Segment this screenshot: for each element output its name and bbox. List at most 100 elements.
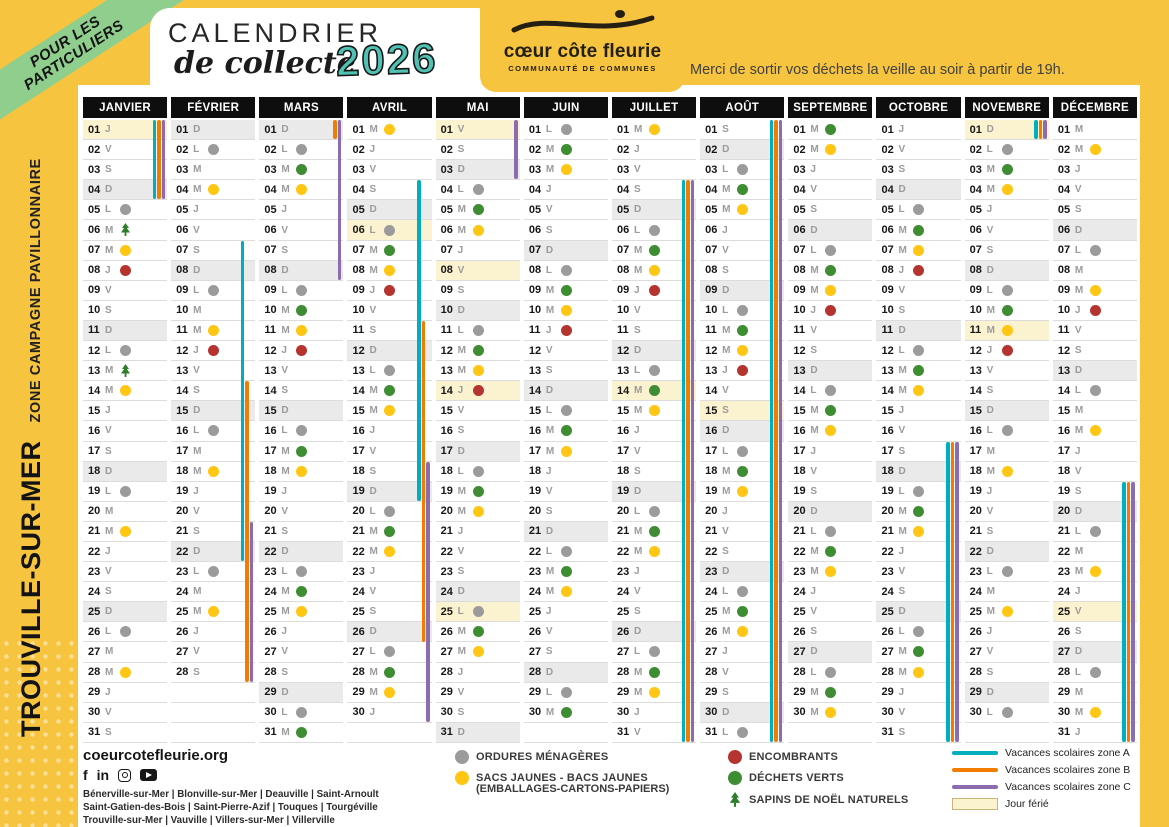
weekday-letter: V [105, 706, 112, 718]
weekday-letter: D [810, 646, 818, 658]
day-row: 24 J [1052, 582, 1137, 603]
linkedin-icon[interactable]: in [96, 767, 110, 783]
weekday-letter: V [986, 505, 994, 517]
day-number: 20 [528, 505, 542, 518]
day-number: 19 [881, 485, 894, 498]
day-row: 11 M [171, 321, 256, 342]
weekday-letter: L [722, 304, 729, 316]
day-number: 25 [88, 605, 101, 618]
facebook-icon[interactable]: f [83, 767, 88, 783]
website-link[interactable]: coeurcotefleurie.org [83, 747, 229, 764]
sacs-jaunes-dot [1001, 606, 1013, 618]
sacs-jaunes-dot [208, 184, 220, 196]
day-row: 01 J [876, 120, 961, 141]
weekday-letter: M [193, 324, 202, 336]
day-number: 17 [440, 445, 453, 458]
sacs-jaunes-dot [120, 385, 131, 397]
day-row: 23 S [435, 562, 520, 583]
day-row: 22 M [611, 542, 697, 563]
day-row: 04 M [700, 180, 785, 201]
weekday-letter: D [457, 164, 465, 176]
weekday-letter: L [1074, 244, 1081, 256]
day-row: 06 S [523, 220, 608, 241]
day-row: 20 L [611, 502, 697, 522]
day-number: 06 [264, 224, 277, 237]
weekday-letter: J [1074, 304, 1081, 316]
day-row: 25 D [83, 602, 168, 623]
instagram-icon[interactable] [118, 768, 132, 782]
day-row [171, 703, 256, 723]
day-row: 15 S [700, 401, 785, 422]
ordures-menageres-dot [1089, 244, 1101, 256]
weekday-letter: D [281, 686, 289, 698]
day-number: 12 [88, 344, 101, 357]
weekday-letter: V [898, 284, 906, 296]
day-row: 08 J [876, 261, 961, 281]
day-number: 23 [881, 565, 894, 578]
day-number: 18 [176, 465, 189, 478]
weekday-letter: M [193, 304, 202, 316]
ordures-menageres-dot [1001, 284, 1013, 296]
day-row: 11 S [611, 321, 697, 342]
day-number: 28 [881, 666, 894, 679]
day-number: 06 [881, 224, 894, 237]
day-row: 04 M [259, 180, 344, 201]
weekday-letter: V [193, 505, 200, 517]
day-row: 30 V [876, 703, 961, 723]
day-row: 01 D [259, 120, 344, 141]
weekday-letter: M [1074, 124, 1084, 136]
month-header: JANVIER [83, 97, 168, 118]
day-number: 30 [969, 706, 982, 719]
weekday-letter: J [457, 244, 464, 256]
dechets-verts-dot [472, 626, 484, 638]
day-number: 08 [440, 264, 453, 277]
encombrants-dot [384, 284, 396, 296]
day-row: 29 D [964, 682, 1049, 703]
day-row: 02 L [964, 140, 1049, 161]
day-number: 03 [528, 163, 542, 176]
day-row: 03 M [964, 160, 1049, 181]
day-number: 25 [440, 605, 453, 618]
day-number: 21 [881, 525, 894, 538]
weekday-letter: S [633, 184, 641, 196]
day-number: 09 [881, 284, 894, 297]
day-row: 16 M [523, 421, 608, 442]
weekday-letter: V [898, 566, 906, 578]
sacs-jaunes-dot [472, 224, 484, 236]
weekday-letter: S [810, 485, 817, 497]
month-header: JUIN [523, 97, 608, 118]
day-row: 13 L [347, 361, 432, 382]
day-row: 15 M [611, 401, 697, 422]
day-row: 17 S [876, 442, 961, 462]
youtube-icon[interactable] [140, 769, 158, 781]
social-links: f in [83, 767, 158, 783]
weekday-letter: J [898, 264, 905, 276]
weekday-letter: M [281, 164, 290, 176]
weekday-letter: M [193, 465, 202, 477]
day-row: 16 V [83, 421, 168, 442]
weekday-letter: V [369, 304, 377, 316]
weekday-letter: S [281, 525, 288, 537]
day-number: 13 [881, 364, 894, 377]
ordures-menageres-dot [296, 425, 308, 437]
day-row: 16 D [700, 421, 785, 442]
weekday-letter: D [193, 546, 201, 558]
day-row: 04 D [83, 180, 168, 201]
weekday-letter: V [633, 445, 641, 457]
day-number: 13 [440, 364, 453, 377]
sacs-jaunes-dot [1089, 144, 1101, 156]
weekday-letter: L [457, 324, 464, 336]
vacances-zone-a-bar [1122, 481, 1126, 743]
day-row: 15 J [876, 401, 961, 422]
dechets-verts-dot [384, 244, 396, 256]
weekday-letter: V [898, 144, 906, 156]
ordures-menageres-dot [648, 365, 660, 377]
vacances-zone-c-bar [426, 461, 430, 722]
vacances-zone-a-bar [152, 120, 157, 200]
weekday-letter: M [105, 525, 114, 537]
day-number: 18 [352, 465, 365, 478]
day-row: 26 M [700, 622, 785, 643]
dechets-verts-dot [825, 546, 837, 558]
day-number: 05 [616, 203, 630, 216]
weekday-letter: V [722, 525, 729, 537]
